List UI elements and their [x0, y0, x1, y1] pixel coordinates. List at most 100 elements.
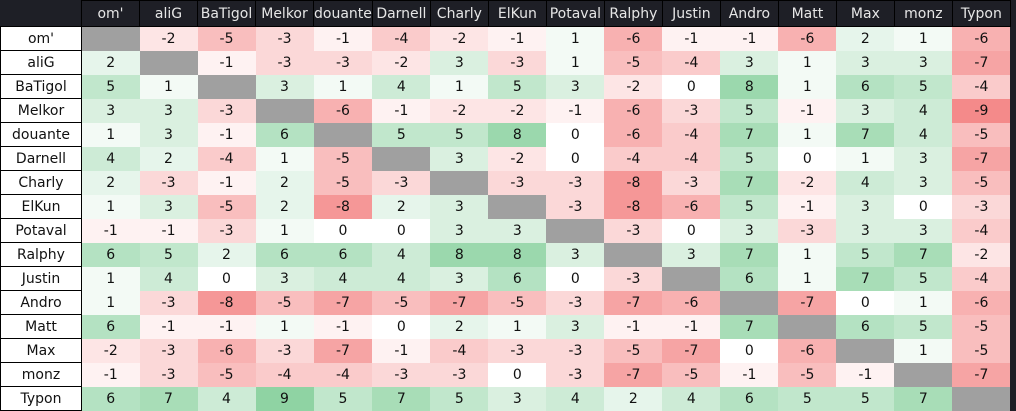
- heatmap-cell: 5: [894, 314, 953, 339]
- heatmap-cell: 1: [894, 290, 953, 315]
- heatmap-cell: 6: [255, 242, 314, 267]
- heatmap-cell: -3: [139, 170, 198, 195]
- heatmap-cell: 3: [894, 218, 953, 243]
- heatmap-cell: 4: [372, 74, 431, 99]
- heatmap-cell: 5: [836, 242, 895, 267]
- heatmap-cell: -2: [81, 338, 140, 363]
- heatmap-diagonal-cell: [546, 218, 605, 243]
- heatmap-row-matt: Matt 6 -1 -1 1 -1 0 2 1 3 -1 -1 7 6 5 -5: [0, 314, 1011, 339]
- heatmap-cell: 4: [836, 170, 895, 195]
- heatmap-cell: 1: [778, 122, 837, 147]
- heatmap-cell: 1: [255, 218, 314, 243]
- heatmap-cell: -5: [662, 362, 721, 387]
- heatmap-cell: -1: [139, 218, 198, 243]
- heatmap-row-max: Max -2 -3 -6 -3 -7 -1 -4 -3 -3 -5 -7 0 -6 1 -5: [0, 338, 1011, 363]
- heatmap-cell: -1: [662, 314, 721, 339]
- heatmap-cell: -1: [836, 362, 895, 387]
- heatmap-cell: 2: [197, 242, 256, 267]
- heatmap-cell: -1: [546, 98, 605, 123]
- heatmap-cell: 1: [894, 26, 953, 51]
- heatmap-diagonal-cell: [255, 98, 314, 123]
- heatmap-cell: 5: [139, 242, 198, 267]
- row-header-ralphy: Ralphy: [0, 242, 82, 267]
- column-header-andro: Andro: [719, 0, 779, 27]
- header-row: om' aliG BaTigol Melkor douante Darnell Charly…: [0, 0, 1011, 27]
- heatmap-cell: -7: [604, 362, 663, 387]
- heatmap-row-darnell: Darnell 4 2 -4 1 -5 3 -2 0 -4 -4 5 0 1 3 -7: [0, 146, 1011, 171]
- heatmap-cell: -1: [604, 314, 663, 339]
- heatmap-row-douante: douante 1 3 -1 6 5 5 8 0 -6 -4 7 1 7 4 -5: [0, 122, 1011, 147]
- column-header-douante: douante: [313, 0, 373, 27]
- column-header-om: om': [81, 0, 140, 27]
- heatmap-cell: -6: [778, 338, 837, 363]
- heatmap-cell: -3: [778, 218, 837, 243]
- column-header-batigol: BaTigol: [197, 0, 256, 27]
- heatmap-diagonal-cell: [778, 314, 837, 339]
- heatmap-cell: -5: [952, 122, 1011, 147]
- heatmap-cell: 1: [81, 266, 140, 291]
- heatmap-cell: -1: [778, 98, 837, 123]
- heatmap-cell: 5: [430, 122, 489, 147]
- heatmap-cell: -7: [778, 290, 837, 315]
- heatmap-cell: 0: [546, 266, 605, 291]
- heatmap-cell: -5: [313, 170, 373, 195]
- heatmap-cell: 1: [894, 338, 953, 363]
- heatmap-row-om: om' -2 -5 -3 -1 -4 -2 -1 1 -6 -1 -1 -6 2 1 -6: [0, 26, 1011, 51]
- heatmap-cell: 3: [430, 266, 489, 291]
- heatmap-cell: 5: [894, 266, 953, 291]
- row-header-batigol: BaTigol: [0, 74, 82, 99]
- column-header-elkun: ElKun: [487, 0, 547, 27]
- heatmap-cell: 5: [720, 194, 779, 219]
- heatmap-cell: -6: [604, 122, 663, 147]
- heatmap-cell: 3: [430, 194, 489, 219]
- heatmap-cell: -5: [604, 338, 663, 363]
- heatmap-cell: 1: [778, 74, 837, 99]
- heatmap-cell: 0: [662, 218, 721, 243]
- heatmap-cell: 4: [546, 386, 605, 411]
- heatmap-cell: -3: [546, 170, 605, 195]
- heatmap-cell: 6: [81, 314, 140, 339]
- heatmap-cell: -1: [662, 26, 721, 51]
- heatmap-cell: -3: [488, 338, 547, 363]
- heatmap-cell: 2: [372, 194, 431, 219]
- row-header-typon: Typon: [0, 386, 82, 411]
- column-header-darnell: Darnell: [371, 0, 431, 27]
- heatmap-cell: -1: [197, 50, 256, 75]
- heatmap-cell: -2: [139, 26, 198, 51]
- heatmap-diagonal-cell: [488, 194, 547, 219]
- heatmap-cell: 4: [313, 266, 373, 291]
- heatmap-cell: -8: [313, 194, 373, 219]
- heatmap-cell: 1: [778, 50, 837, 75]
- heatmap-diagonal-cell: [720, 290, 779, 315]
- heatmap-cell: 6: [313, 242, 373, 267]
- heatmap-row-ralphy: Ralphy 6 5 2 6 6 4 8 8 3 3 7 1 5 7 -2: [0, 242, 1011, 267]
- heatmap-cell: 3: [488, 218, 547, 243]
- heatmap-cell: 6: [720, 386, 779, 411]
- column-header-typon: Typon: [951, 0, 1011, 27]
- heatmap-cell: 6: [81, 386, 140, 411]
- heatmap-cell: 7: [720, 170, 779, 195]
- heatmap-cell: 5: [488, 74, 547, 99]
- heatmap-cell: 6: [81, 242, 140, 267]
- heatmap-cell: 0: [894, 194, 953, 219]
- heatmap-cell: 0: [197, 266, 256, 291]
- heatmap-cell: -4: [197, 146, 256, 171]
- heatmap-cell: 4: [197, 386, 256, 411]
- heatmap-cell: -6: [952, 290, 1011, 315]
- heatmap-cell: -5: [952, 170, 1011, 195]
- row-header-melkor: Melkor: [0, 98, 82, 123]
- heatmap-cell: -1: [778, 194, 837, 219]
- heatmap-cell: 4: [662, 386, 721, 411]
- heatmap-cell: -3: [372, 170, 431, 195]
- heatmap-cell: -7: [662, 338, 721, 363]
- row-header-douante: douante: [0, 122, 82, 147]
- column-header-melkor: Melkor: [255, 0, 314, 27]
- heatmap-cell: -3: [139, 362, 198, 387]
- row-header-potaval: Potaval: [0, 218, 82, 243]
- heatmap-cell: 0: [313, 218, 373, 243]
- heatmap-cell: 6: [255, 122, 314, 147]
- heatmap-row-elkun: ElKun 1 3 -5 2 -8 2 3 -3 -8 -6 5 -1 3 0 -3: [0, 194, 1011, 219]
- heatmap-cell: -8: [604, 194, 663, 219]
- heatmap-cell: 8: [720, 74, 779, 99]
- heatmap-cell: 1: [81, 194, 140, 219]
